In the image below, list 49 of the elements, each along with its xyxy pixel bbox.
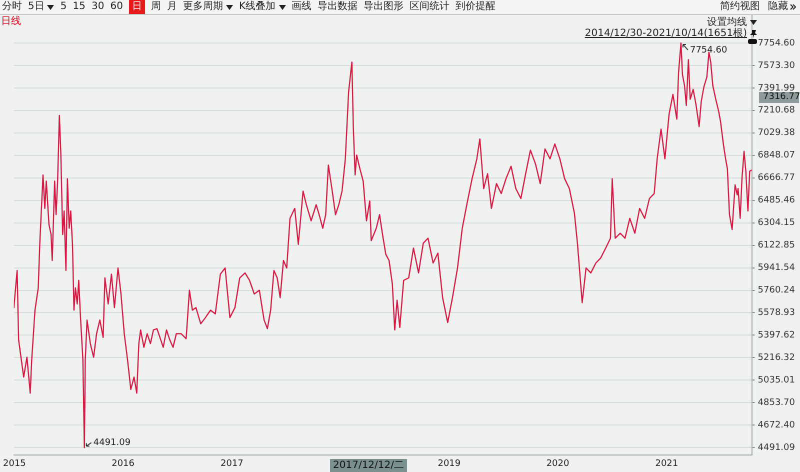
y-tick-label: 6122.85 <box>758 240 795 251</box>
text: 5日 <box>28 0 44 14</box>
text: 30 <box>91 0 104 14</box>
text: 区间统计 <box>410 0 450 14</box>
annotation: 设置均线 <box>707 17 747 28</box>
text: 分时 <box>2 0 22 14</box>
text: 5 <box>60 0 67 14</box>
text: 2017/12/12/二 <box>330 459 408 472</box>
text: 到价提醒 <box>456 0 496 14</box>
text: 周 <box>150 0 161 14</box>
text: 画线 <box>292 0 312 14</box>
chart-title: 日线 <box>1 16 21 28</box>
y-tick-label: 7573.30 <box>758 60 796 71</box>
x-tick-label: 2021 <box>655 458 678 469</box>
y-tick-label: 5760.24 <box>758 286 796 296</box>
x-tick-label: 2019 <box>438 458 461 469</box>
x-tick-label: 2020 <box>546 458 570 469</box>
y-tick-label: 7754.60 <box>758 38 796 48</box>
text: 导出数据 <box>318 0 358 14</box>
y-tick-label: 6848.07 <box>758 150 795 161</box>
y-tick-label: 5216.32 <box>758 353 795 364</box>
y-tick-label: 6666.77 <box>758 173 795 184</box>
y-tick-label: 5578.93 <box>758 308 795 318</box>
annotation: 4491.09 <box>93 438 131 448</box>
y-tick-label: 6485.46 <box>758 196 796 206</box>
text: 简约视图 <box>720 0 760 14</box>
text: 2014/12/30-2021/10/14(1651根) <box>584 28 747 39</box>
text: 月 <box>166 0 177 14</box>
y-tick-label: 7029.38 <box>758 128 796 138</box>
text: 日 <box>128 0 145 14</box>
text: 更多周期 <box>182 0 223 14</box>
annotation: 7754.60 <box>690 45 728 56</box>
y-tick-label: 6304.15 <box>758 218 795 228</box>
y-tick-label: 5035.01 <box>758 376 795 386</box>
y-tick-label: 5397.62 <box>758 330 795 341</box>
text: 60 <box>110 0 123 14</box>
text: K线叠加 <box>238 0 276 14</box>
text: 导出图形 <box>364 0 404 14</box>
y-tick-label: 4853.70 <box>758 398 796 408</box>
y-tick-label: 7210.68 <box>758 106 796 116</box>
y-tick-label: 4491.09 <box>758 442 796 453</box>
y-tick-label: 5941.54 <box>758 263 796 274</box>
x-tick-label: 2016 <box>112 458 135 469</box>
y-tick-label: 4672.40 <box>758 420 796 430</box>
y-tick-label: 7391.99 <box>758 83 796 94</box>
text: 隐藏 <box>768 0 788 14</box>
text: 15 <box>72 0 86 14</box>
x-tick-label: 2015 <box>3 458 26 469</box>
x-tick-label: 2017 <box>220 458 244 469</box>
